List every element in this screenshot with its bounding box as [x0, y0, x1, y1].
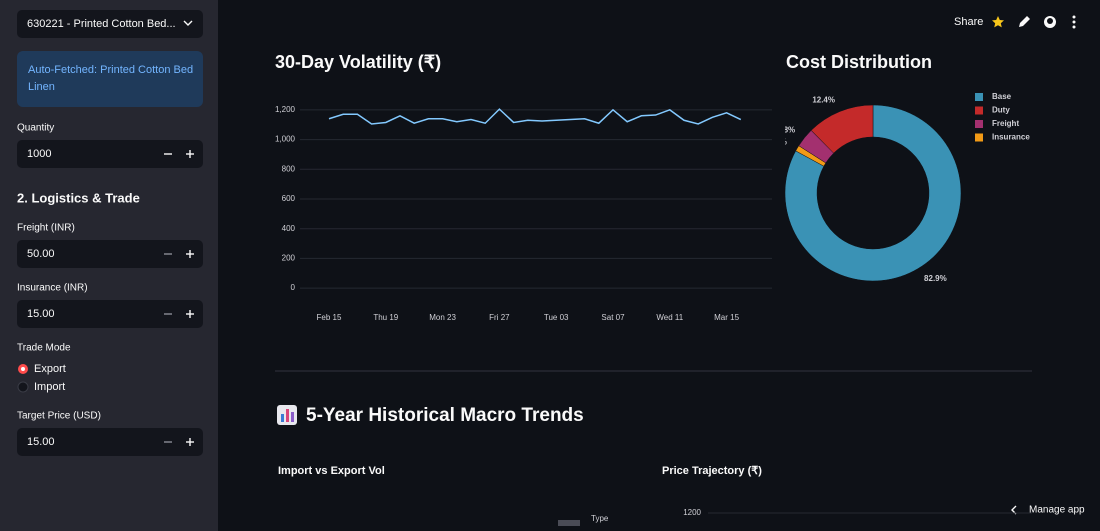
- quantity-label: Quantity: [17, 123, 54, 134]
- pie-area: 82.9% 12.4% 3.58% 1.07%: [764, 96, 962, 283]
- line: [328, 108, 742, 125]
- data-label: 3.58%: [772, 125, 795, 134]
- radio-label: Import: [34, 381, 65, 393]
- radio-dot: [21, 367, 25, 371]
- info-text: Auto-Fetched: Printed Cotton Bed Linen: [28, 64, 193, 93]
- data-label: 12.4%: [812, 96, 835, 105]
- chart-title: 30-Day Volatility (₹): [275, 52, 441, 72]
- menu-icon[interactable]: [1072, 15, 1076, 29]
- trade-mode-label: Trade Mode: [17, 343, 71, 354]
- chevron: [183, 20, 193, 26]
- chart-title: Price Trajectory (₹): [662, 465, 762, 477]
- radio-label: Export: [34, 363, 66, 375]
- legend-label: Duty: [992, 106, 1010, 115]
- x-tick-label: Feb 15: [317, 313, 342, 322]
- y-tick-label: 200: [282, 254, 296, 263]
- quantity-value: 1000: [27, 148, 51, 160]
- x-tick-label: Wed 11: [656, 313, 683, 322]
- quantity-input[interactable]: [17, 140, 203, 168]
- data-label: 1.07%: [764, 137, 787, 146]
- y-tick-label: 800: [282, 164, 296, 173]
- x-tick-label: Fri 27: [489, 313, 510, 322]
- y-tick-label: 1,000: [275, 135, 296, 144]
- legend-swatch: [975, 93, 983, 101]
- x-tick-label: Mar 15: [714, 313, 739, 322]
- share-button[interactable]: Share: [954, 16, 983, 28]
- legend-swatch: [975, 133, 983, 142]
- y-tick-label: 400: [282, 224, 296, 233]
- legend-label: Base: [992, 92, 1012, 101]
- scroll-handle: [558, 520, 580, 526]
- legend-swatch: [975, 120, 983, 128]
- freight-label: Freight (INR): [17, 223, 75, 234]
- freight-value: 50.00: [27, 248, 55, 260]
- select-box[interactable]: [17, 10, 203, 38]
- github-icon-inner: [1047, 18, 1053, 24]
- section-heading: 2. Logistics & Trade: [17, 190, 140, 205]
- target-label: Target Price (USD): [17, 411, 101, 422]
- x-tick-label: Thu 19: [373, 313, 398, 322]
- info-box: [17, 51, 203, 107]
- chart-title: Cost Distribution: [786, 52, 932, 72]
- y-tick-label: 600: [282, 194, 296, 203]
- target-input[interactable]: [17, 428, 203, 456]
- x-tick-label: Sat 07: [601, 313, 625, 322]
- y-tick-label: 1,200: [275, 105, 296, 114]
- edit-icon[interactable]: [1019, 16, 1030, 27]
- x-tick-label: Tue 03: [544, 313, 569, 322]
- freight-input[interactable]: [17, 240, 203, 268]
- legend-swatch: [975, 106, 983, 115]
- chart-title: Import vs Export Vol: [278, 465, 385, 477]
- data-label: 82.9%: [924, 274, 947, 283]
- radio[interactable]: [17, 381, 29, 393]
- pie-slice: [785, 104, 962, 282]
- star-icon[interactable]: [992, 16, 1004, 28]
- insurance-value: 15.00: [27, 308, 55, 320]
- x-tick-label: Mon 23: [429, 313, 456, 322]
- pie-slice: [795, 145, 827, 167]
- manage-app-label: Manage app: [1029, 505, 1085, 516]
- manage-app-button[interactable]: [998, 497, 1092, 523]
- y-tick-label: 1200: [683, 508, 701, 517]
- target-value: 15.00: [27, 436, 55, 448]
- legend-title: Type: [591, 514, 609, 523]
- legend-label: Freight: [992, 119, 1019, 128]
- insurance-label: Insurance (INR): [17, 283, 88, 294]
- y-tick-label: 0: [291, 283, 296, 292]
- insurance-input[interactable]: [17, 300, 203, 328]
- select-value: 630221 - Printed Cotton Bed...: [27, 18, 176, 30]
- legend-label: Insurance: [992, 133, 1030, 142]
- section-heading: 5-Year Historical Macro Trends: [306, 405, 584, 426]
- chart-icon: [277, 405, 297, 425]
